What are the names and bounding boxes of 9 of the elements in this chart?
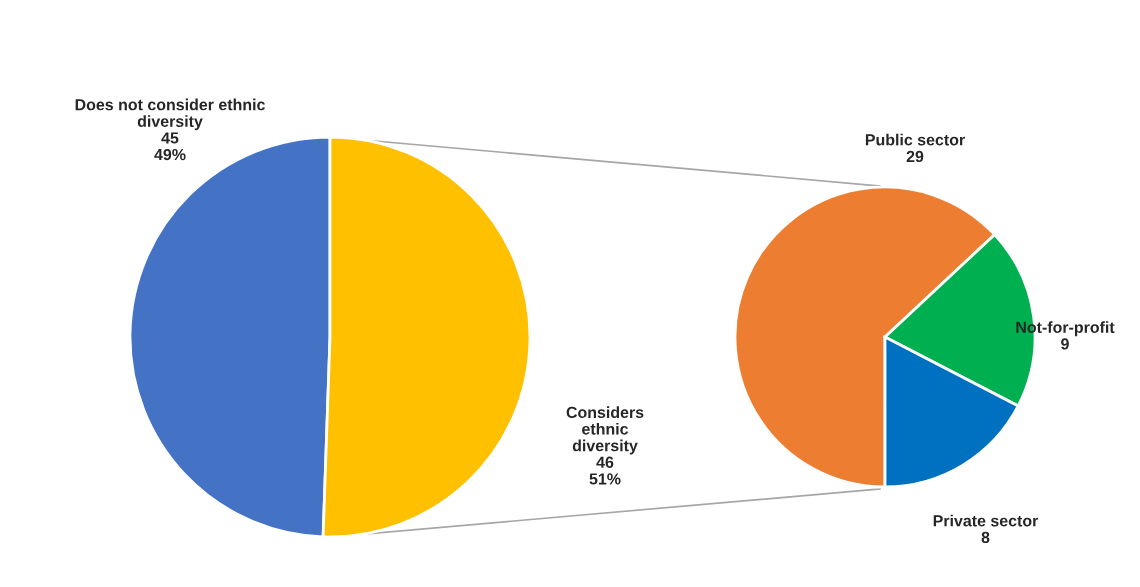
data-label: 29: [906, 150, 924, 163]
slice-label: Private sector: [933, 514, 1039, 527]
data-label: 46 51%: [589, 456, 621, 485]
data-label: 45 49%: [154, 132, 186, 161]
data-label: 9: [1061, 338, 1069, 350]
data-label: 8: [981, 531, 990, 544]
slice-label: Public sector: [865, 133, 965, 146]
slice-label: Considers ethnic diversity: [566, 406, 644, 455]
slice-label: Does not consider ethnic diversity: [75, 98, 265, 131]
